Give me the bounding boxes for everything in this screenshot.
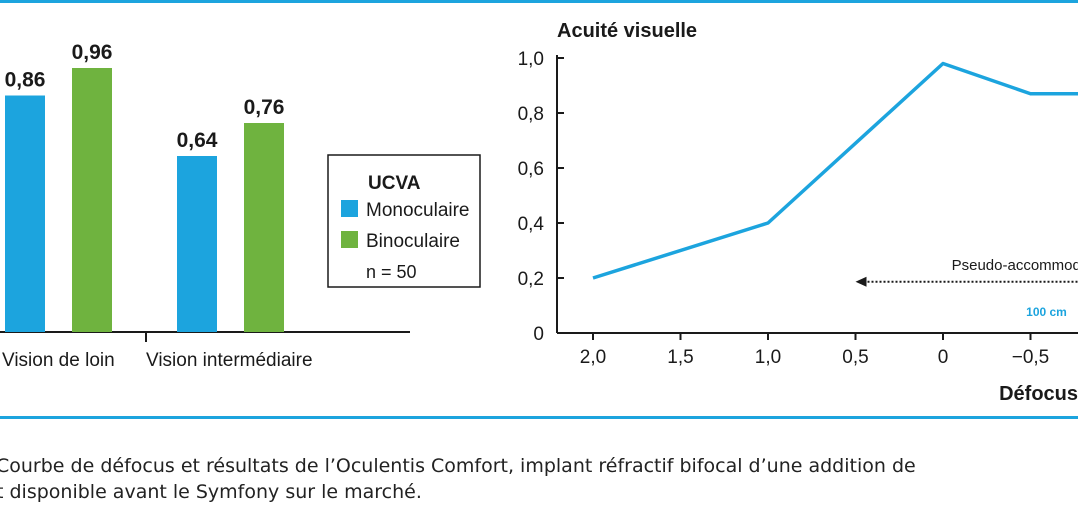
bar-value-label: 0,86 [5,69,46,92]
defocus-chart: 00,20,40,60,81,02,01,51,00,50−0,5−1,0−1,… [518,20,1078,405]
distance-label: 100 cm [1026,305,1067,319]
category-label: Vision intermédiaire [146,350,313,371]
bottom-rule [0,416,1078,419]
bar-value-label: 0,96 [72,41,113,64]
x-tick-label: −0,5 [1012,347,1050,368]
annotation-label: Pseudo-accommodation [952,257,1078,274]
bar-monoculaire [5,95,45,332]
x-tick-label: 1,5 [667,347,693,368]
legend: UCVA Monoculaire Binoculaire n = 50 [327,154,481,288]
category-label: Vision de loin [2,350,115,371]
top-rule [0,0,1078,3]
legend-swatch-binoculaire [341,231,358,248]
x-tick-label: 0,5 [842,347,868,368]
legend-label: Binoculaire [366,231,460,252]
bar-value-label: 0,64 [177,129,218,152]
legend-swatch-monoculaire [341,200,358,217]
x-tick-label: 2,0 [580,347,606,368]
y-tick-label: 0,2 [518,269,544,290]
legend-title: UCVA [368,173,421,194]
legend-note: n = 50 [366,262,417,282]
bar-binoculaire [72,68,112,332]
y-tick-label: 0,6 [518,159,544,180]
bar-monoculaire [177,156,217,332]
bar-value-label: 0,76 [244,96,285,119]
annotation-arrowhead-left [855,276,867,287]
x-tick-label: 1,0 [755,347,781,368]
caption-line-2: t disponible avant le Symfony sur le mar… [0,481,422,503]
figure: 0,86 0,96 0,64 0,76 Vision de loin Vision int… [0,20,1078,405]
bar-chart: 0,86 0,96 0,64 0,76 Vision de loin Vision int… [0,41,410,371]
legend-label: Monoculaire [366,200,470,221]
y-tick-label: 0,8 [518,104,544,125]
y-tick-label: 0,4 [518,214,545,235]
bar-binoculaire [244,123,284,332]
y-tick-label: 1,0 [518,49,544,70]
x-axis-title: Défocus [999,383,1078,405]
y-tick-label: 0 [533,324,544,345]
defocus-curve [592,61,1078,280]
y-axis-title: Acuité visuelle [557,20,697,42]
caption-line-1: Courbe de défocus et résultats de l’Ocul… [0,455,916,477]
legend-box [327,154,481,288]
x-tick-label: 0 [938,347,949,368]
